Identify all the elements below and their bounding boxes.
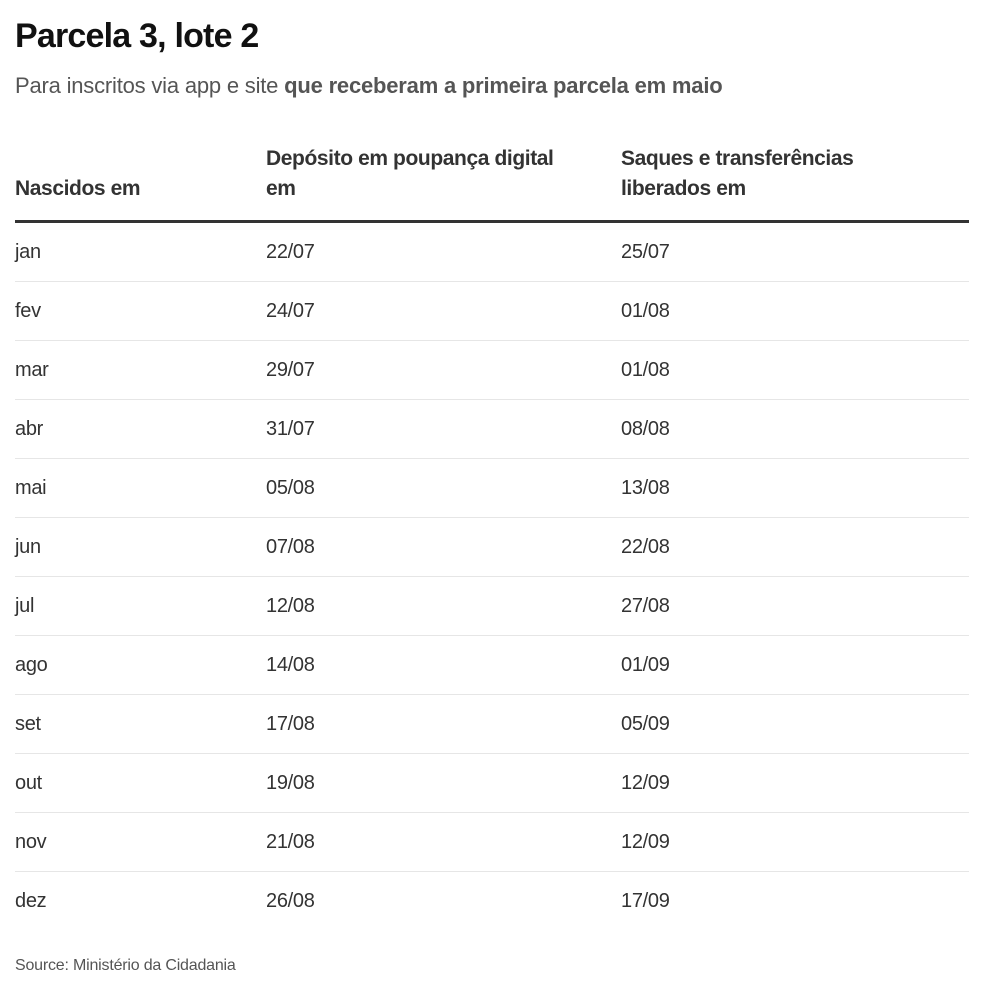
deposit-date-cell: 05/08: [266, 477, 315, 499]
withdrawal-date-cell: 27/08: [621, 595, 670, 617]
subtitle-regular: Para inscritos via app e site: [15, 73, 285, 98]
table-row: fev 24/07 01/08: [15, 282, 969, 341]
birth-month-cell: abr: [15, 418, 44, 440]
withdrawal-date-cell: 12/09: [621, 831, 670, 853]
column-header-withdrawal-date: Saques e transferências liberados em: [621, 147, 854, 200]
withdrawal-date-cell: 01/08: [621, 300, 670, 322]
table-row: ago 14/08 01/09: [15, 636, 969, 695]
birth-month-cell: ago: [15, 654, 48, 676]
birth-month-cell: jan: [15, 241, 41, 263]
table-row: jan 22/07 25/07: [15, 223, 969, 282]
withdrawal-date-cell: 25/07: [621, 241, 670, 263]
table-row: nov 21/08 12/09: [15, 813, 969, 872]
withdrawal-date-cell: 17/09: [621, 890, 670, 912]
withdrawal-date-cell: 08/08: [621, 418, 670, 440]
birth-month-cell: nov: [15, 831, 47, 853]
birth-month-cell: out: [15, 772, 42, 794]
deposit-date-cell: 14/08: [266, 654, 315, 676]
table-row: abr 31/07 08/08: [15, 400, 969, 459]
deposit-date-cell: 12/08: [266, 595, 315, 617]
chart-subtitle: Para inscritos via app e site que recebe…: [15, 70, 723, 102]
deposit-date-cell: 21/08: [266, 831, 315, 853]
chart-title: Parcela 3, lote 2: [15, 17, 259, 55]
table-row: out 19/08 12/09: [15, 754, 969, 813]
birth-month-cell: mai: [15, 477, 47, 499]
deposit-date-cell: 26/08: [266, 890, 315, 912]
table-row: jul 12/08 27/08: [15, 577, 969, 636]
withdrawal-date-cell: 01/09: [621, 654, 670, 676]
table-row: set 17/08 05/09: [15, 695, 969, 754]
withdrawal-date-cell: 22/08: [621, 536, 670, 558]
birth-month-cell: jul: [15, 595, 35, 617]
withdrawal-date-cell: 12/09: [621, 772, 670, 794]
birth-month-cell: set: [15, 713, 41, 735]
birth-month-cell: mar: [15, 359, 49, 381]
column-header-birth-month: Nascidos em: [15, 177, 141, 200]
source-note: Source: Ministério da Cidadania: [15, 957, 236, 974]
deposit-date-cell: 07/08: [266, 536, 315, 558]
subtitle-bold: que receberam a primeira parcela em maio: [284, 73, 723, 98]
table-row: mai 05/08 13/08: [15, 459, 969, 518]
deposit-date-cell: 31/07: [266, 418, 315, 440]
deposit-date-cell: 19/08: [266, 772, 315, 794]
withdrawal-date-cell: 01/08: [621, 359, 670, 381]
birth-month-cell: dez: [15, 890, 47, 912]
birth-month-cell: fev: [15, 300, 41, 322]
deposit-date-cell: 17/08: [266, 713, 315, 735]
withdrawal-date-cell: 13/08: [621, 477, 670, 499]
table-row: dez 26/08 17/09: [15, 872, 969, 930]
deposit-date-cell: 22/07: [266, 241, 315, 263]
table-header: Nascidos em Depósito em poupança digital…: [15, 140, 969, 223]
birth-month-cell: jun: [15, 536, 41, 558]
deposit-date-cell: 24/07: [266, 300, 315, 322]
deposit-date-cell: 29/07: [266, 359, 315, 381]
table-body: jan 22/07 25/07 fev 24/07 01/08 mar 29/07 01/08 a…: [15, 223, 969, 930]
withdrawal-date-cell: 05/09: [621, 713, 670, 735]
column-header-deposit-date: Depósito em poupança digital em: [266, 147, 554, 200]
table-row: mar 29/07 01/08: [15, 341, 969, 400]
table-row: jun 07/08 22/08: [15, 518, 969, 577]
schedule-table: Nascidos em Depósito em poupança digital…: [15, 140, 969, 930]
